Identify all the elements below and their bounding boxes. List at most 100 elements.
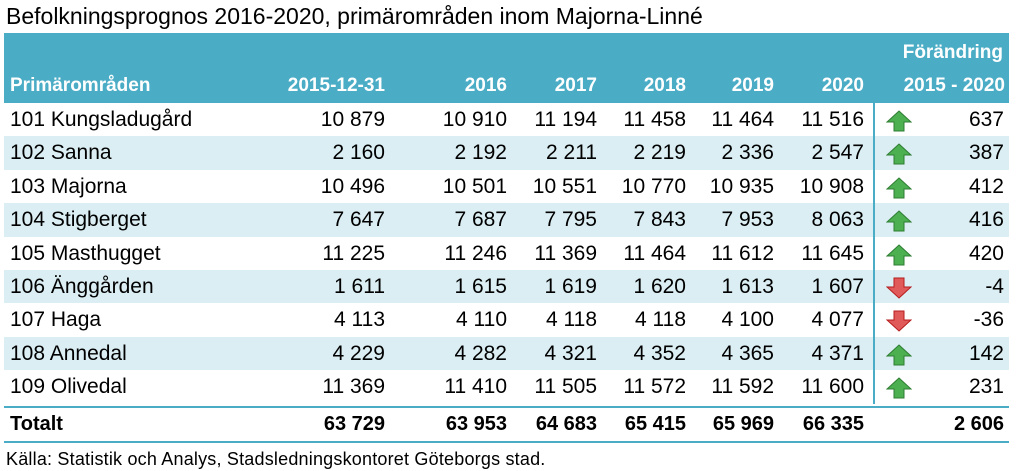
cell-2015-12-31: 2 160 bbox=[332, 141, 385, 165]
source-note: Källa: Statistik och Analys, Stadslednin… bbox=[6, 449, 546, 469]
cell-2015-12-31: 10 496 bbox=[320, 174, 385, 198]
arrow-up-icon bbox=[885, 142, 913, 165]
cell-2018: 11 458 bbox=[623, 108, 686, 131]
cell-2020: 1 607 bbox=[811, 274, 864, 298]
cell-2019: 4 100 bbox=[721, 308, 774, 332]
row-label: 105 Masthugget bbox=[10, 241, 161, 265]
cell-2019: 11 612 bbox=[711, 241, 774, 265]
header-2015-12-31: 2015-12-31 bbox=[287, 75, 385, 96]
cell-2018: 2 219 bbox=[633, 141, 686, 165]
table-body: 101 Kungsladugård 10 879 10 910 11 194 11 45… bbox=[4, 103, 1009, 404]
cell-2016: 7 687 bbox=[454, 208, 507, 232]
table-row: 101 Kungsladugård 10 879 10 910 11 194 11 45… bbox=[4, 103, 1009, 136]
total-value-2016: 63 953 bbox=[445, 412, 507, 435]
cell-2017: 4 321 bbox=[544, 341, 597, 365]
cell-2018: 7 843 bbox=[633, 208, 686, 232]
cell-2017: 10 551 bbox=[532, 174, 597, 198]
table-header: Primärområden 2015-12-31 2016 2017 2018 … bbox=[4, 33, 1009, 103]
table-row: 102 Sanna 2 160 2 192 2 211 2 219 2 336 2 547 3… bbox=[4, 136, 1009, 170]
cell-change: 637 bbox=[968, 108, 1004, 131]
cell-2019: 11 464 bbox=[711, 108, 774, 131]
cell-2016: 1 615 bbox=[454, 274, 507, 298]
arrow-up-icon bbox=[885, 376, 913, 399]
cell-change: 416 bbox=[968, 208, 1004, 232]
cell-2020: 11 645 bbox=[801, 241, 864, 265]
row-label: 107 Haga bbox=[10, 308, 102, 332]
cell-2019: 7 953 bbox=[721, 208, 774, 232]
cell-2016: 2 192 bbox=[454, 141, 507, 165]
cell-2017: 7 795 bbox=[544, 208, 597, 232]
table-row: 104 Stigberget 7 647 7 687 7 795 7 843 7 953 8… bbox=[4, 203, 1009, 237]
cell-2015-12-31: 11 225 bbox=[322, 241, 385, 265]
cell-2016: 10 910 bbox=[442, 108, 507, 131]
table-row: 105 Masthugget 11 225 11 246 11 369 11 464 11… bbox=[4, 237, 1009, 270]
cell-2017: 4 118 bbox=[546, 308, 597, 332]
arrow-down-icon bbox=[885, 309, 913, 333]
cell-2020: 4 077 bbox=[811, 308, 864, 332]
cell-2019: 10 935 bbox=[709, 174, 774, 198]
row-label: 104 Stigberget bbox=[10, 208, 147, 232]
table-row: 103 Majorna 10 496 10 501 10 551 10 770 10 93… bbox=[4, 170, 1009, 203]
cell-2015-12-31: 7 647 bbox=[332, 208, 385, 232]
cell-change: 387 bbox=[968, 141, 1004, 165]
cell-2015-12-31: 10 879 bbox=[320, 108, 385, 131]
arrow-up-icon bbox=[885, 243, 913, 266]
row-label: 106 Änggården bbox=[10, 274, 154, 298]
cell-2018: 1 620 bbox=[633, 274, 686, 298]
row-label: 109 Olivedal bbox=[10, 375, 127, 399]
cell-2018: 11 464 bbox=[623, 241, 686, 265]
total-change: 2 606 bbox=[953, 412, 1004, 435]
arrow-up-icon bbox=[885, 209, 913, 232]
cell-2020: 11 516 bbox=[801, 108, 864, 131]
arrow-up-icon bbox=[885, 176, 913, 199]
table-row: 108 Annedal 4 229 4 282 4 321 4 352 4 365 4 37… bbox=[4, 336, 1009, 371]
data-table: Primärområden 2015-12-31 2016 2017 2018 … bbox=[4, 33, 1009, 443]
arrow-up-icon bbox=[885, 109, 913, 132]
column-divider bbox=[873, 103, 875, 404]
header-2016: 2016 bbox=[464, 75, 507, 96]
cell-2016: 11 410 bbox=[444, 375, 507, 399]
cell-2017: 2 211 bbox=[546, 141, 597, 165]
header-change-line1: Förändring bbox=[902, 42, 1003, 63]
cell-change: -36 bbox=[973, 308, 1004, 332]
row-label: 108 Annedal bbox=[10, 341, 127, 365]
cell-2020: 10 908 bbox=[799, 174, 864, 198]
header-2018: 2018 bbox=[643, 75, 686, 96]
header-2019: 2019 bbox=[731, 75, 774, 96]
cell-2017: 1 619 bbox=[544, 274, 597, 298]
cell-2019: 2 336 bbox=[721, 141, 774, 165]
cell-2016: 11 246 bbox=[444, 241, 507, 265]
cell-2020: 2 547 bbox=[811, 141, 864, 165]
header-2017: 2017 bbox=[554, 75, 597, 96]
cell-2015-12-31: 4 229 bbox=[332, 341, 385, 365]
total-value-2017: 64 683 bbox=[535, 412, 597, 435]
cell-2017: 11 194 bbox=[534, 108, 597, 131]
cell-2015-12-31: 1 611 bbox=[334, 274, 385, 298]
cell-2015-12-31: 11 369 bbox=[322, 375, 385, 399]
cell-2019: 11 592 bbox=[711, 375, 774, 399]
cell-2018: 10 770 bbox=[621, 174, 686, 198]
cell-2017: 11 369 bbox=[534, 241, 597, 265]
cell-change: 412 bbox=[968, 174, 1004, 198]
cell-change: -4 bbox=[985, 274, 1004, 298]
cell-2016: 10 501 bbox=[442, 174, 507, 198]
total-value-2019: 65 969 bbox=[712, 412, 774, 435]
cell-2020: 8 063 bbox=[811, 208, 864, 232]
header-primaromraden: Primärområden bbox=[10, 75, 151, 96]
cell-2019: 1 613 bbox=[721, 274, 774, 298]
cell-2017: 11 505 bbox=[534, 375, 597, 399]
cell-change: 142 bbox=[968, 341, 1004, 365]
table-row: 107 Haga 4 113 4 110 4 118 4 118 4 100 4 077 -3… bbox=[4, 303, 1009, 336]
header-2020: 2020 bbox=[821, 75, 864, 96]
row-label: 103 Majorna bbox=[10, 174, 127, 198]
total-row: Totalt 63 729 63 953 64 683 65 415 65 96… bbox=[4, 405, 1009, 443]
cell-change: 420 bbox=[968, 241, 1004, 265]
cell-change: 231 bbox=[968, 375, 1004, 399]
cell-2018: 4 352 bbox=[633, 341, 686, 365]
page-title: Befolkningsprognos 2016-2020, primärområ… bbox=[6, 3, 703, 29]
cell-2015-12-31: 4 113 bbox=[334, 308, 385, 332]
total-label: Totalt bbox=[10, 412, 63, 435]
table-row: 106 Änggården 1 611 1 615 1 619 1 620 1 613 1 … bbox=[4, 269, 1009, 304]
header-change-line2: 2015 - 2020 bbox=[903, 75, 1005, 96]
total-value-2018: 65 415 bbox=[624, 412, 686, 435]
